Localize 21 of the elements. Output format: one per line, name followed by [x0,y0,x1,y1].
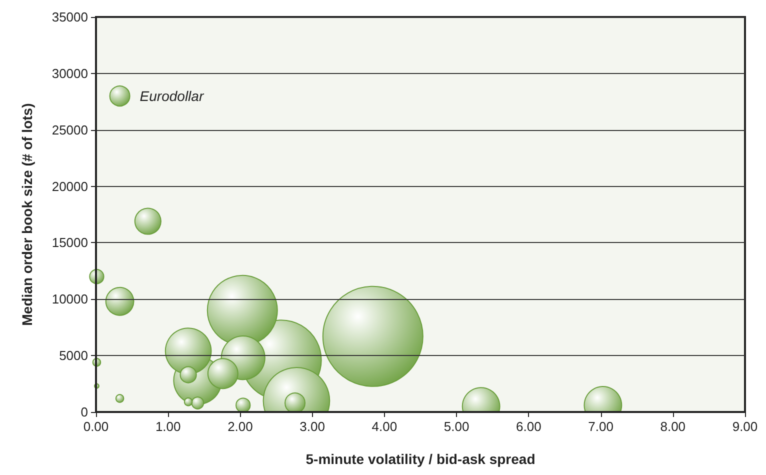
y-tick-label: 30000 [52,66,88,81]
x-tick-label: 3.00 [300,419,325,434]
x-tick-label: 1.00 [155,419,181,434]
y-tick-label: 0 [80,404,88,420]
x-tick-label: 4.00 [372,419,398,434]
y-tick-label: 25000 [52,122,88,138]
annotation: Eurodollar [140,88,205,104]
y-axis-title: Median order book size (# of lots) [19,103,35,326]
y-tick-label: 35000 [52,10,88,24]
x-tick-label: 5.00 [444,419,470,434]
x-tick-label: 9.00 [732,419,758,434]
x-tick-label: 6.00 [516,419,542,434]
x-tick-label: 7.00 [588,419,614,434]
x-axis-title: 5-minute volatility / bid-ask spread [306,451,536,467]
y-tick-label: 5000 [59,348,88,364]
x-tick-label: 2.00 [228,419,253,434]
x-tick-label: 8.00 [660,419,686,434]
y-tick-label: 15000 [52,235,88,250]
y-tick-label: 20000 [52,178,88,194]
y-tick-label: 10000 [52,292,88,307]
x-tick-label: 0.00 [83,419,109,434]
